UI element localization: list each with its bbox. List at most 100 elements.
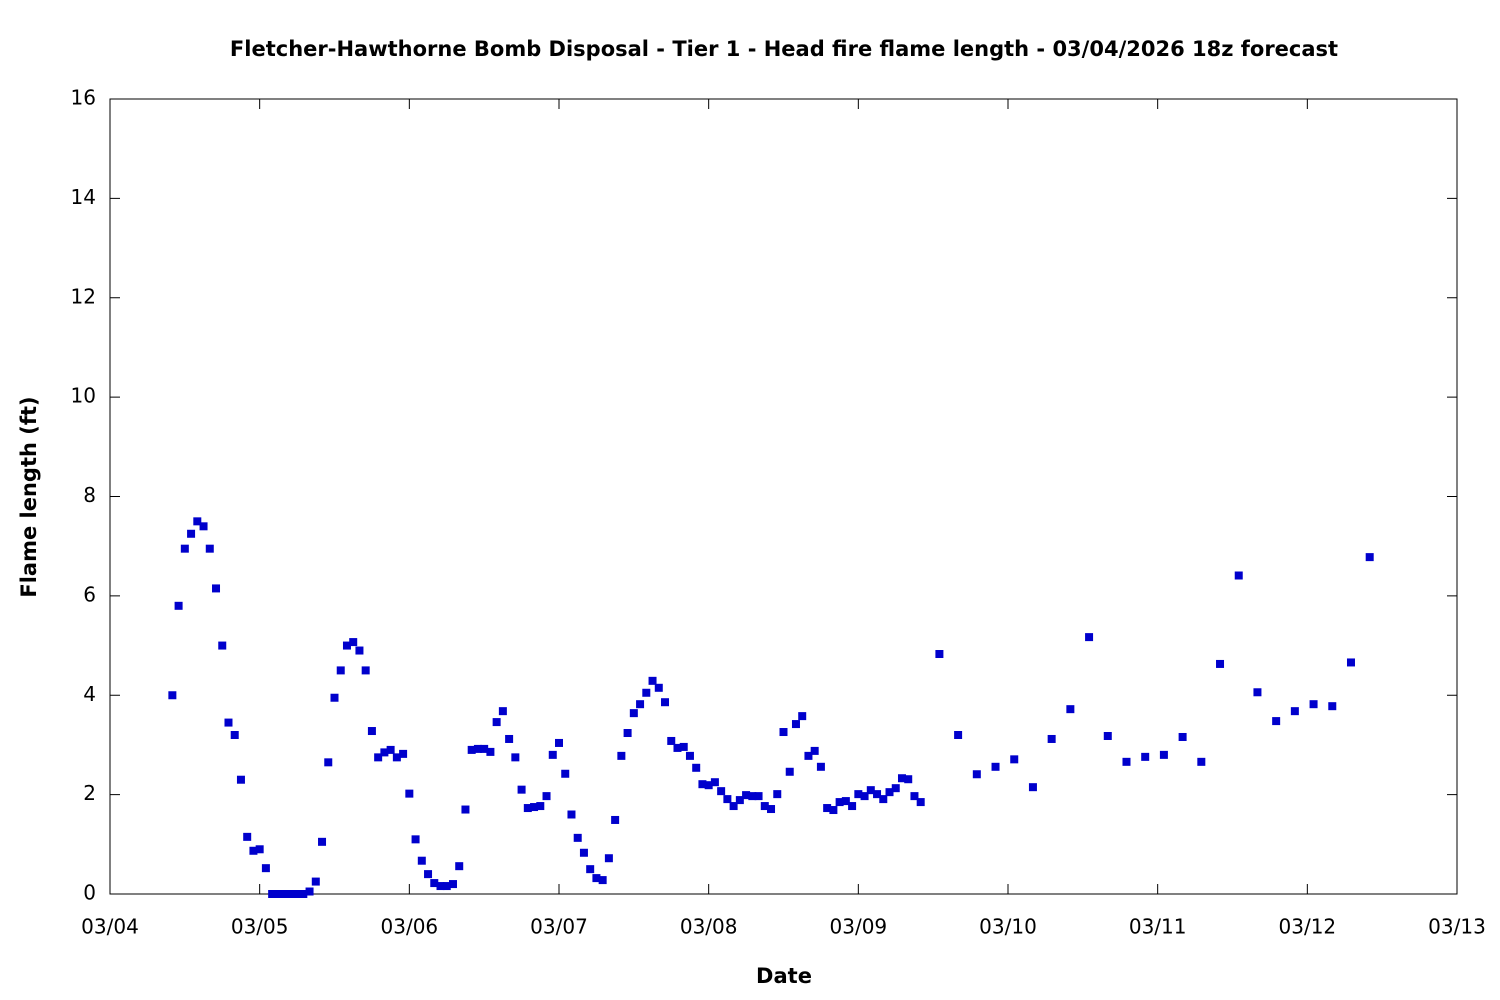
point [742, 791, 751, 800]
point [754, 792, 763, 801]
point [791, 720, 800, 729]
point [1141, 752, 1150, 761]
point [442, 882, 451, 891]
point [798, 712, 807, 721]
point [860, 792, 869, 801]
point [236, 775, 245, 784]
point [405, 789, 414, 798]
point [1197, 757, 1206, 766]
point [698, 780, 707, 789]
point [517, 785, 526, 794]
point [392, 753, 401, 762]
point [417, 856, 426, 865]
point [1010, 755, 1019, 764]
point [1028, 783, 1037, 792]
point [542, 792, 551, 801]
point [617, 751, 626, 760]
point [667, 736, 676, 745]
point [243, 832, 252, 841]
point [648, 676, 657, 685]
x-tick-label: 03/10 [979, 915, 1037, 939]
point [604, 854, 613, 863]
chart-title: Fletcher-Hawthorne Bomb Disposal - Tier … [230, 37, 1338, 61]
point [854, 790, 863, 799]
point [480, 744, 489, 753]
point [311, 877, 320, 886]
point [168, 691, 177, 700]
point [498, 707, 507, 716]
point [760, 802, 769, 811]
point [536, 802, 545, 811]
point [224, 718, 233, 727]
point [748, 792, 757, 801]
point [330, 693, 339, 702]
point [180, 544, 189, 553]
point [1047, 734, 1056, 743]
point [1290, 707, 1299, 716]
point [255, 845, 264, 854]
point [467, 745, 476, 754]
x-tick-label: 03/09 [830, 915, 888, 939]
x-tick-label: 03/05 [231, 915, 289, 939]
point [592, 874, 601, 883]
point [386, 745, 395, 754]
point [679, 742, 688, 751]
point [1328, 702, 1337, 711]
point [261, 864, 270, 873]
point [1178, 732, 1187, 741]
point [448, 880, 457, 889]
point [710, 778, 719, 787]
point [692, 763, 701, 772]
point [873, 790, 882, 799]
point [293, 890, 302, 898]
point [199, 522, 208, 531]
point [555, 738, 563, 747]
point [1346, 658, 1355, 667]
point [305, 887, 314, 896]
x-tick-label: 03/08 [680, 915, 738, 939]
point [367, 727, 376, 736]
point [511, 753, 520, 762]
point [567, 810, 576, 819]
point [866, 786, 875, 795]
point [629, 709, 638, 718]
point [916, 798, 925, 807]
point [492, 718, 501, 727]
point [318, 837, 327, 846]
point [885, 788, 894, 797]
point [342, 641, 351, 650]
point [212, 584, 221, 593]
point [174, 601, 183, 610]
point [205, 544, 214, 553]
point [735, 796, 744, 805]
point [773, 790, 782, 799]
point [848, 802, 857, 811]
point [349, 638, 358, 647]
point [1365, 553, 1374, 562]
point [324, 758, 333, 767]
y-tick-label: 12 [71, 284, 96, 308]
x-tick-label: 03/11 [1129, 915, 1187, 939]
point [835, 798, 844, 807]
point [642, 688, 651, 697]
point [430, 879, 439, 888]
y-tick-label: 10 [71, 384, 96, 408]
point [436, 882, 445, 891]
point [611, 815, 620, 824]
point [573, 833, 582, 842]
y-tick-label: 6 [83, 582, 96, 606]
point [274, 890, 283, 898]
point [897, 774, 906, 783]
point [723, 795, 732, 804]
y-tick-label: 0 [83, 881, 96, 905]
point [336, 666, 345, 675]
point [579, 848, 588, 857]
point [1085, 633, 1094, 642]
point [810, 746, 819, 755]
point [230, 731, 239, 739]
point [623, 729, 632, 738]
point [399, 749, 408, 758]
point [505, 734, 514, 743]
x-axis-label: Date [756, 964, 812, 988]
